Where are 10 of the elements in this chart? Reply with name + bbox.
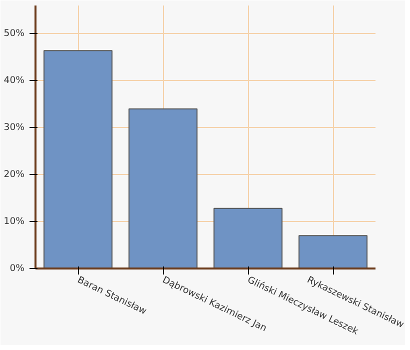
y-tick-label: 30% [4, 122, 25, 134]
bar [298, 235, 368, 268]
bar [44, 50, 112, 268]
y-tick-label: 0% [10, 263, 25, 274]
bar [128, 108, 198, 268]
y-tick-label: 10% [4, 216, 25, 228]
y-tick-label: 50% [4, 28, 25, 40]
bar [214, 208, 282, 268]
y-tick-label: 20% [4, 169, 25, 180]
y-tick-label: 40% [4, 75, 25, 86]
